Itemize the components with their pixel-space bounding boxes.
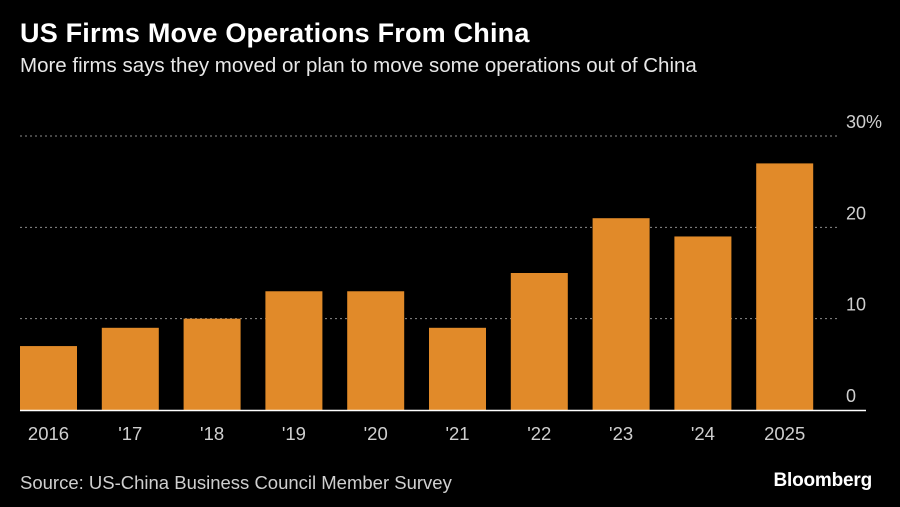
source-note: Source: US-China Business Council Member…: [20, 472, 452, 493]
chart-subtitle: More firms says they moved or plan to mo…: [20, 54, 697, 77]
x-tick-label: '17: [118, 423, 142, 444]
x-tick-label: '24: [691, 423, 715, 444]
x-tick-label: '19: [282, 423, 306, 444]
x-tick-label: '20: [364, 423, 388, 444]
y-tick-label: 0: [846, 386, 856, 406]
bar: [756, 163, 814, 410]
bar: [592, 218, 650, 410]
x-tick-label: 2016: [28, 423, 69, 444]
x-tick-label: 2025: [764, 423, 805, 444]
bar: [347, 291, 405, 410]
y-tick-label: 30%: [846, 112, 882, 132]
y-tick-label: 20: [846, 203, 866, 223]
x-tick-label: '23: [609, 423, 633, 444]
bar: [101, 327, 159, 410]
bloomberg-logo: Bloomberg: [773, 470, 873, 491]
y-tick-label: 10: [846, 295, 866, 315]
bar: [674, 236, 732, 410]
bars: [20, 163, 814, 410]
chart-title: US Firms Move Operations From China: [20, 18, 530, 48]
x-tick-label: '22: [527, 423, 551, 444]
bar: [20, 346, 77, 410]
x-tick-label: '18: [200, 423, 224, 444]
y-axis-tick-labels: 0 10 20 30%: [846, 112, 882, 406]
x-tick-label: '21: [445, 423, 469, 444]
bar: [183, 318, 241, 410]
x-axis-tick-labels: 2016 '17 '18 '19 '20 '21 '22 '23 '24 2025: [28, 423, 805, 444]
bar: [265, 291, 323, 410]
bar: [510, 273, 568, 410]
bar: [429, 327, 486, 410]
